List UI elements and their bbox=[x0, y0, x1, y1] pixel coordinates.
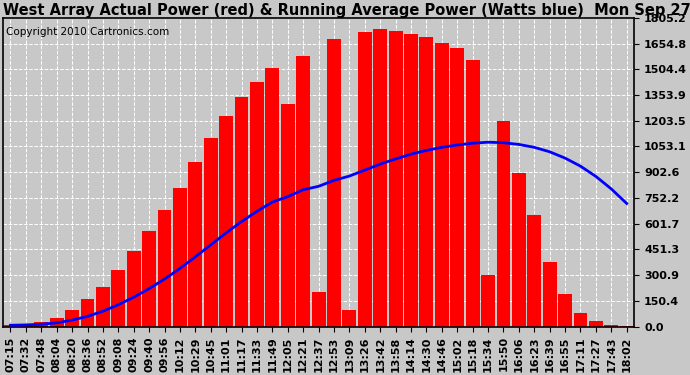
Text: West Array Actual Power (red) & Running Average Power (Watts blue)  Mon Sep 27 1: West Array Actual Power (red) & Running … bbox=[3, 3, 690, 18]
Polygon shape bbox=[3, 29, 633, 327]
Text: Copyright 2010 Cartronics.com: Copyright 2010 Cartronics.com bbox=[6, 27, 169, 37]
